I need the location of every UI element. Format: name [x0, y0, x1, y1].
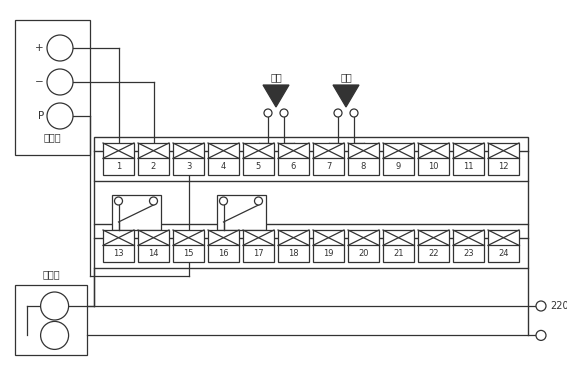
Bar [278, 230, 309, 262]
Bar [348, 143, 379, 175]
Bar [112, 195, 160, 230]
Polygon shape [333, 85, 359, 107]
Bar [383, 230, 414, 262]
Bar [453, 230, 484, 262]
Bar [453, 143, 484, 175]
Text: 2: 2 [151, 162, 156, 171]
Text: 20: 20 [358, 249, 369, 258]
Text: 11: 11 [463, 162, 474, 171]
Text: 21: 21 [393, 249, 404, 258]
Circle shape [536, 330, 546, 341]
Text: 启动: 启动 [270, 72, 282, 82]
Bar [138, 230, 169, 262]
Text: 16: 16 [218, 249, 229, 258]
Bar [103, 230, 134, 262]
Text: 19: 19 [323, 249, 334, 258]
Text: 13: 13 [113, 249, 124, 258]
Bar [103, 143, 134, 175]
Bar [313, 143, 344, 175]
Text: 4: 4 [221, 162, 226, 171]
Text: P: P [38, 111, 44, 121]
Text: 17: 17 [253, 249, 264, 258]
Circle shape [41, 292, 69, 320]
Circle shape [350, 109, 358, 117]
Circle shape [41, 321, 69, 349]
Text: 18: 18 [288, 249, 299, 258]
Text: 6: 6 [291, 162, 296, 171]
Text: 9: 9 [396, 162, 401, 171]
Text: +: + [35, 43, 44, 53]
Text: 3: 3 [186, 162, 191, 171]
Bar [208, 143, 239, 175]
Circle shape [47, 69, 73, 95]
Bar [418, 230, 449, 262]
Bar [173, 230, 204, 262]
Text: 22: 22 [428, 249, 439, 258]
Circle shape [280, 109, 288, 117]
Circle shape [219, 197, 227, 205]
Text: 流量计: 流量计 [44, 132, 61, 142]
Text: 15: 15 [183, 249, 194, 258]
Polygon shape [263, 85, 289, 107]
Bar [278, 143, 309, 175]
Text: 23: 23 [463, 249, 474, 258]
Bar [313, 230, 344, 262]
Bar [15, 285, 87, 355]
Bar [348, 230, 379, 262]
Bar [15, 20, 90, 155]
Circle shape [47, 35, 73, 61]
Text: 14: 14 [148, 249, 159, 258]
Text: 停止: 停止 [340, 72, 352, 82]
Bar [243, 143, 274, 175]
Circle shape [47, 103, 73, 129]
Text: −: − [35, 77, 44, 87]
Bar [488, 143, 519, 175]
Bar [173, 143, 204, 175]
Bar [243, 230, 274, 262]
Bar [138, 143, 169, 175]
Text: 24: 24 [498, 249, 509, 258]
Circle shape [150, 197, 158, 205]
Bar [418, 143, 449, 175]
Circle shape [334, 109, 342, 117]
Text: 7: 7 [326, 162, 331, 171]
Bar [94, 224, 528, 268]
Bar [217, 195, 265, 230]
Circle shape [115, 197, 122, 205]
Text: 8: 8 [361, 162, 366, 171]
Circle shape [255, 197, 263, 205]
Text: 1: 1 [116, 162, 121, 171]
Text: 10: 10 [428, 162, 439, 171]
Circle shape [536, 301, 546, 311]
Circle shape [264, 109, 272, 117]
Bar [383, 143, 414, 175]
Text: 5: 5 [256, 162, 261, 171]
Text: 220VAC: 220VAC [550, 301, 567, 311]
Text: 电磁阀: 电磁阀 [42, 269, 60, 279]
Bar [94, 137, 528, 181]
Text: 12: 12 [498, 162, 509, 171]
Bar [208, 230, 239, 262]
Bar [488, 230, 519, 262]
